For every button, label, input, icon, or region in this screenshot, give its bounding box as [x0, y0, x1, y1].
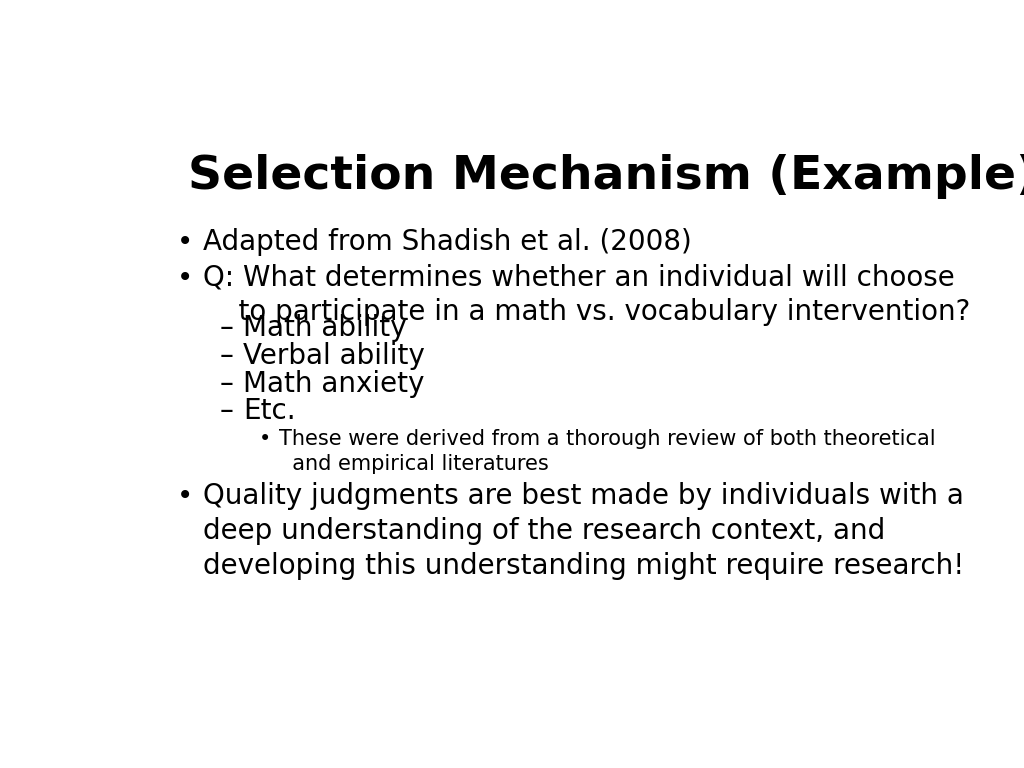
Text: These were derived from a thorough review of both theoretical
  and empirical li: These were derived from a thorough revie… [279, 429, 935, 474]
Text: Selection Mechanism (Example): Selection Mechanism (Example) [187, 154, 1024, 199]
Text: •: • [259, 429, 271, 449]
Text: Q: What determines whether an individual will choose
    to participate in a mat: Q: What determines whether an individual… [204, 263, 971, 326]
Text: –: – [219, 342, 233, 369]
Text: •: • [177, 263, 194, 292]
Text: –: – [219, 369, 233, 398]
Text: Math ability: Math ability [243, 314, 407, 342]
Text: •: • [177, 228, 194, 257]
Text: –: – [219, 397, 233, 425]
Text: Verbal ability: Verbal ability [243, 342, 425, 369]
Text: Math anxiety: Math anxiety [243, 369, 424, 398]
Text: •: • [177, 482, 194, 511]
Text: Etc.: Etc. [243, 397, 296, 425]
Text: Adapted from Shadish et al. (2008): Adapted from Shadish et al. (2008) [204, 228, 692, 257]
Text: –: – [219, 314, 233, 342]
Text: Quality judgments are best made by individuals with a
deep understanding of the : Quality judgments are best made by indiv… [204, 482, 965, 580]
